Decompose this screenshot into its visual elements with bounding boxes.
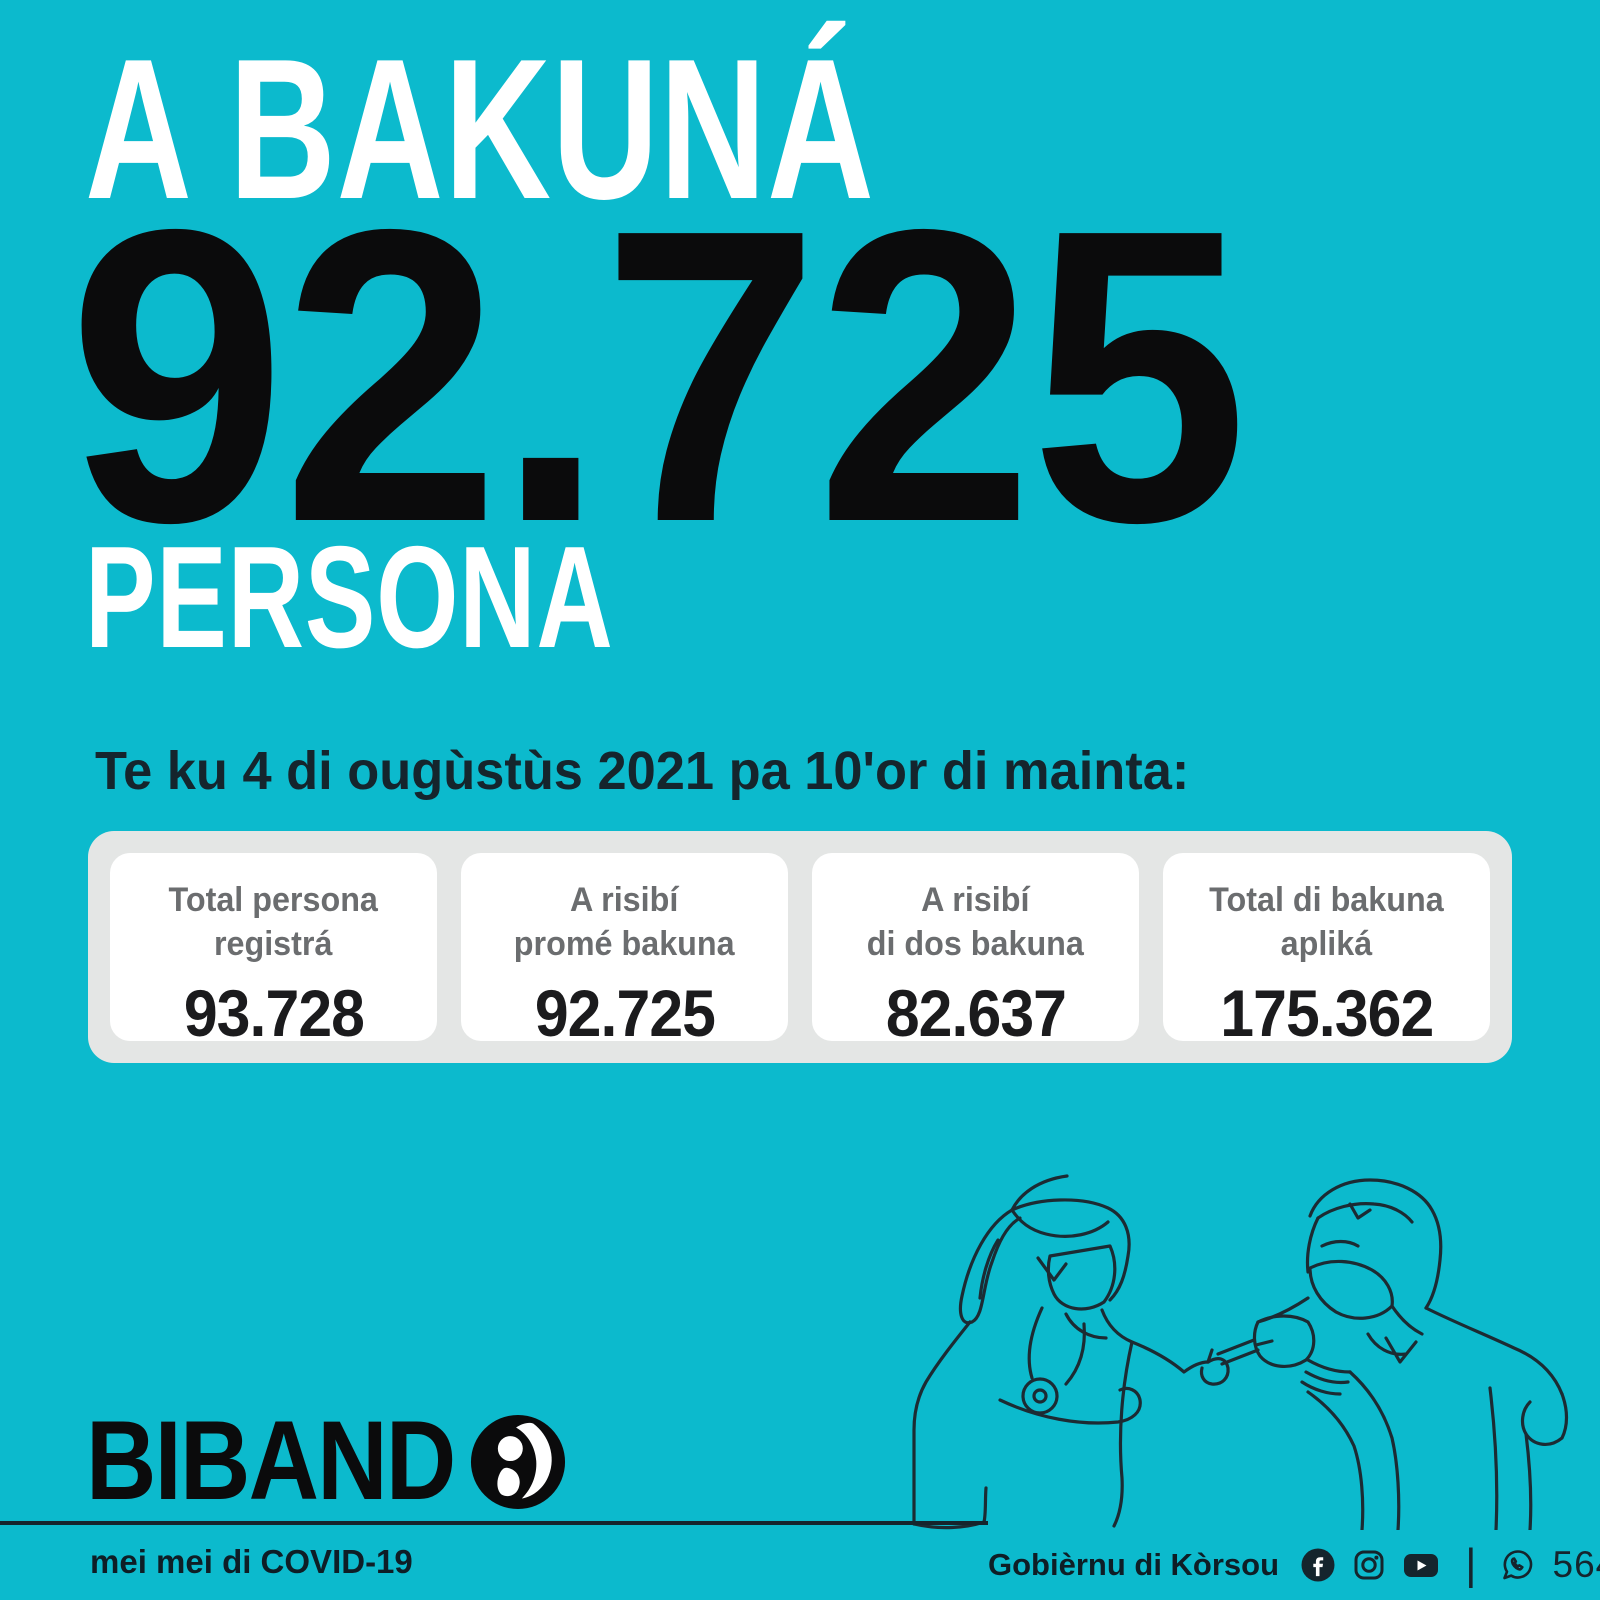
facebook-icon xyxy=(1301,1548,1335,1582)
stat-value: 82.637 xyxy=(885,976,1066,1051)
stat-value: 93.728 xyxy=(183,976,364,1051)
brand-tagline: mei mei di COVID-19 xyxy=(90,1543,413,1580)
stat-card-total-doses: Total di bakuna apliká 175.362 xyxy=(1163,853,1490,1046)
instagram-icon xyxy=(1354,1550,1384,1580)
stat-card-first-dose: A risibí promé bakuna 92.725 xyxy=(461,853,788,1046)
bibando-logo: BIBAND xyxy=(86,1398,566,1523)
stat-card-registered: Total persona registrá 93.728 xyxy=(110,853,437,1046)
bibando-swirl-icon xyxy=(470,1414,565,1510)
poster-title: A BAKUNÁ xyxy=(85,18,875,241)
whatsapp-icon xyxy=(1502,1550,1532,1580)
persona-label: PERSONA xyxy=(85,516,614,678)
vaccination-illustration xyxy=(912,1174,1569,1530)
phone-number: 564 0440 xyxy=(1552,1544,1600,1585)
stats-panel: Total persona registrá 93.728 A risibí p… xyxy=(88,831,1512,1063)
stat-label: A risibí promé bakuna xyxy=(514,881,735,963)
stat-label: Total persona registrá xyxy=(168,881,379,963)
bibando-logo-text: BIBAND xyxy=(86,1398,456,1523)
government-name: Gobièrnu di Kòrsou xyxy=(988,1547,1280,1582)
stat-label: A risibí di dos bakuna xyxy=(866,881,1085,963)
separator: | xyxy=(1465,1540,1477,1589)
stat-value: 92.725 xyxy=(534,976,715,1051)
stat-card-second-dose: A risibí di dos bakuna 82.637 xyxy=(812,853,1139,1046)
vaccinated-count: 92.725 xyxy=(68,144,1248,609)
youtube-icon xyxy=(1404,1554,1439,1577)
stat-value: 175.362 xyxy=(1219,976,1434,1051)
stat-label: Total di bakuna apliká xyxy=(1209,881,1444,963)
divider-line xyxy=(0,1521,988,1525)
footer: Gobièrnu di Kòrsou | 564 0440 xyxy=(988,1538,1600,1592)
date-line: Te ku 4 di ougùstùs 2021 pa 10'or di mai… xyxy=(95,741,1190,801)
